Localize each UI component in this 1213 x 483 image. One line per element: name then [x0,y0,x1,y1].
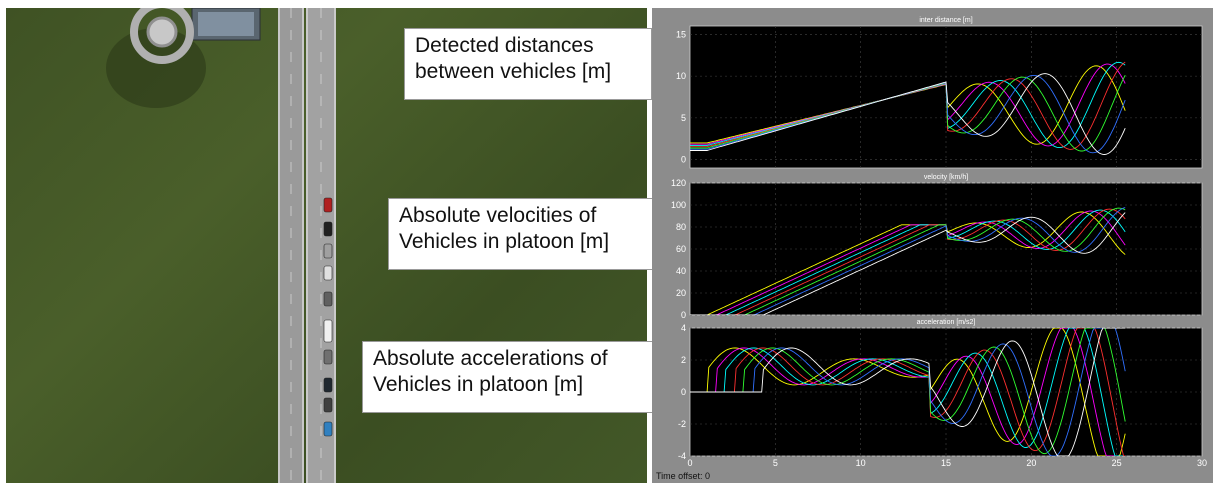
time-offset: Time offset: 0 [656,471,710,481]
plot-panel: acceleration [m/s2] -4 -2 0 2 4 0 5 10 15 20 25 30 [678,319,1207,468]
y-tick-label: 80 [676,222,686,232]
plot-title: velocity [km/h] [924,174,968,181]
vehicle [323,421,333,437]
vehicle [323,197,333,213]
vehicle [323,221,333,237]
callout-text: Absolute accelerations of [373,347,608,370]
y-tick-label: 100 [671,200,686,210]
y-tick-label: 20 [676,288,686,298]
plot-title: inter distance [m] [919,17,972,24]
series-line [690,328,1126,456]
x-tick-label: 25 [1112,458,1122,468]
series-line [690,328,1126,456]
vehicle [323,291,333,307]
vehicle [323,377,333,393]
x-tick-label: 15 [941,458,951,468]
y-tick-label: -4 [678,451,686,461]
plot-panel: velocity [km/h] 0 20 40 60 80 100 120 [671,174,1203,320]
series-line [690,73,1126,155]
vehicle [323,397,333,413]
callout-inter-distance: Detected distances between vehicles [m] [404,28,652,100]
x-tick-label: 5 [773,458,778,468]
y-tick-label: 0 [681,155,686,165]
scope-window: inter distance [m] 0 5 10 15 velocity [km/h] 0… [652,8,1213,483]
vehicle [323,243,333,259]
vehicle [323,265,333,281]
scope-plots: inter distance [m] 0 5 10 15 velocity [km/h] 0… [671,17,1207,468]
series-line [690,210,1126,315]
series-line [690,207,1126,315]
callout-text: Vehicles in platoon [m] [399,230,610,253]
building-windows [198,12,254,36]
vehicle-platoon [323,197,333,437]
y-tick-label: 40 [676,266,686,276]
series-line [690,207,1126,315]
plot-panel: inter distance [m] 0 5 10 15 [676,17,1203,169]
x-tick-label: 10 [856,458,866,468]
time-offset-label: Time offset: [656,471,703,481]
y-tick-label: 4 [681,323,686,333]
road-left [278,8,304,483]
callout-text: Absolute velocities of [399,204,597,227]
callout-text: between vehicles [m] [415,60,612,83]
callout-velocity: Absolute velocities of Vehicles in plato… [388,198,656,270]
series-line [690,208,1126,315]
series-line [690,328,1126,456]
series-line [690,212,1126,315]
y-tick-label: 5 [681,113,686,123]
plot-title: acceleration [m/s2] [917,319,976,326]
spiral-core [146,16,178,48]
spiral-ramp [130,8,194,64]
vehicle [323,319,333,343]
y-tick-label: 0 [681,387,686,397]
x-tick-label: 0 [687,458,692,468]
y-tick-label: 2 [681,355,686,365]
series-line [690,211,1126,315]
x-tick-label: 30 [1197,458,1207,468]
y-tick-label: 10 [676,71,686,81]
callout-text: Vehicles in platoon [m] [373,373,584,396]
vehicle [323,349,333,365]
series-line [690,328,1126,456]
y-tick-label: 0 [681,310,686,320]
series-line [690,328,1126,456]
series-line [690,209,1126,315]
y-tick-label: 15 [676,29,686,39]
y-tick-label: 120 [671,178,686,188]
simulation-scene [106,8,336,483]
x-tick-label: 20 [1026,458,1036,468]
time-offset-value: 0 [705,471,711,481]
series-line [690,328,1126,456]
callout-text: Detected distances [415,34,594,57]
y-tick-label: -2 [678,419,686,429]
callout-acceleration: Absolute accelerations of Vehicles in pl… [362,341,658,413]
y-tick-label: 60 [676,244,686,254]
